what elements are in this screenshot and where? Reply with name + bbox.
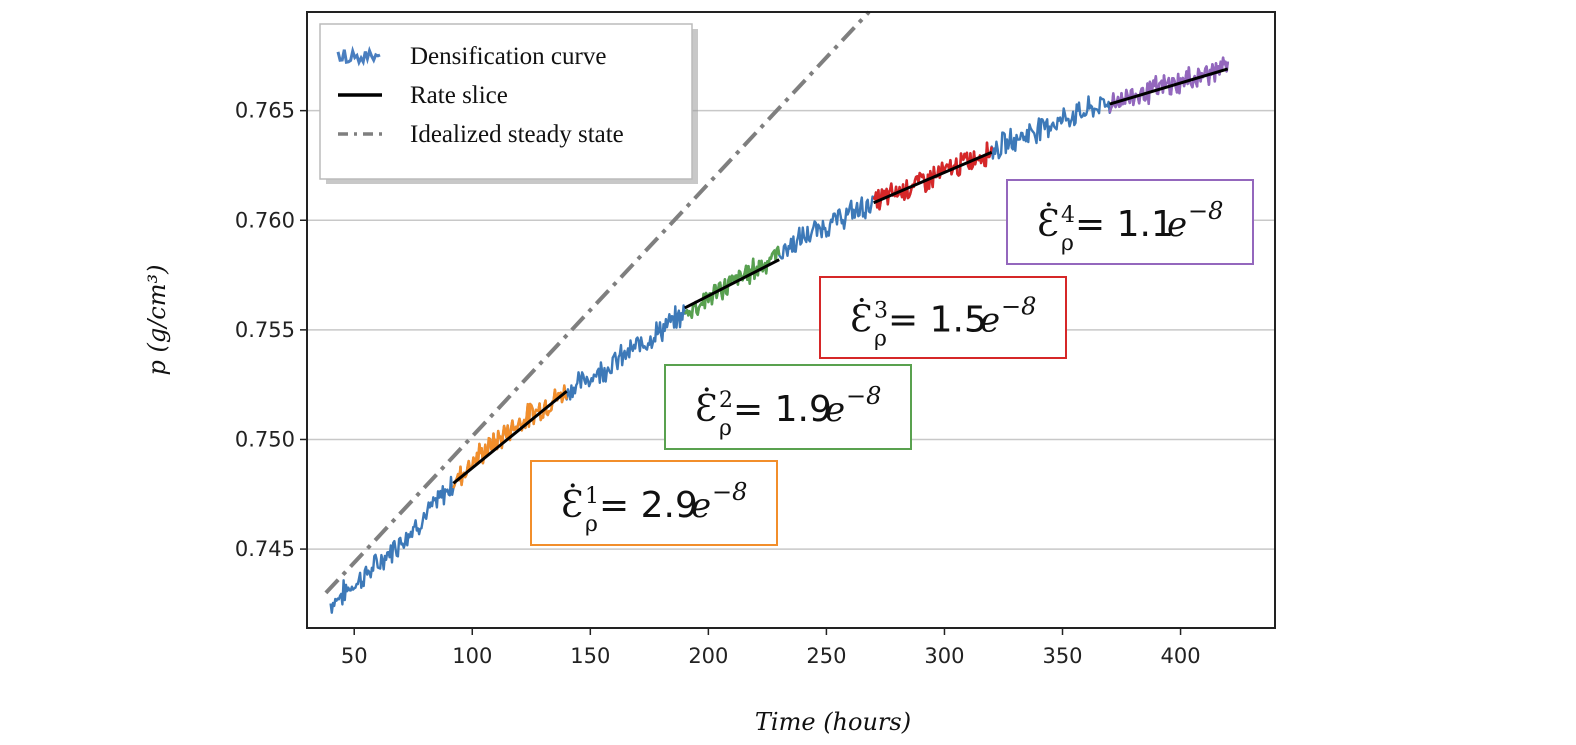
y-tick-label: 0.750 xyxy=(235,427,295,451)
rate-subscript: ρ xyxy=(874,327,887,352)
x-tick-label: 300 xyxy=(924,644,964,668)
rate-base: e xyxy=(825,390,845,430)
rate-slice-3-line xyxy=(873,150,993,205)
x-tick-label: 100 xyxy=(452,644,492,668)
rate-slice-4-line xyxy=(1109,67,1229,106)
rate-slice-1-line xyxy=(452,390,568,485)
y-tick-label: 0.760 xyxy=(235,208,295,232)
annotation-layer: Ɛ̇ ρ1 = 2.9e −8Ɛ̇ ρ2 = 1.9e −8Ɛ̇ ρ3 = 1.5e −8Ɛ̇ ρ4… xyxy=(530,179,1254,546)
rate-base: e xyxy=(691,486,711,526)
x-tick-label: 400 xyxy=(1161,644,1201,668)
ticks-layer: 0.745 0.750 0.755 0.760 0.765 50 100 150 200 250 3… xyxy=(235,99,1201,668)
rate-annotation-box xyxy=(1006,179,1254,265)
rate-exponent: −8 xyxy=(712,478,747,506)
rate-exponent: −8 xyxy=(1188,197,1223,225)
rate-base: e xyxy=(1167,205,1187,245)
legend-label: Rate slice xyxy=(410,82,508,109)
rate-annotation-3: Ɛ̇ ρ 3 = 1.5e −8 xyxy=(819,276,1067,359)
rate-annotation-4: Ɛ̇ ρ 4 = 1.1e −8 xyxy=(1006,179,1254,265)
legend-box xyxy=(319,23,693,180)
rate-annotation-1: Ɛ̇ ρ 1 = 2.9e −8 xyxy=(530,460,778,546)
rate-slice-layer xyxy=(452,56,1230,489)
legend-label: Idealized steady state xyxy=(410,121,624,148)
rate-superscript: 3 xyxy=(874,299,888,324)
strain-rate-symbol: Ɛ̇ xyxy=(850,299,872,341)
plot-frame xyxy=(306,11,1276,629)
x-tick-label: 50 xyxy=(341,644,368,668)
x-axis-title: Time (hours) xyxy=(755,708,911,736)
rate-value: = 1.5 xyxy=(888,300,987,341)
y-tick-label: 0.765 xyxy=(235,99,295,123)
strain-rate-symbol: Ɛ̇ xyxy=(1037,203,1059,245)
rate-slice-2-line xyxy=(684,258,780,310)
rate-exponent: −8 xyxy=(846,382,881,410)
steady-state-layer xyxy=(324,10,871,595)
rate-slice-4-segment xyxy=(1108,56,1230,114)
legend-label: Densification curve xyxy=(410,43,606,70)
rate-subscript: ρ xyxy=(719,416,732,441)
rate-superscript: 2 xyxy=(719,388,733,413)
x-tick-label: 350 xyxy=(1042,644,1082,668)
rate-annotation-box xyxy=(664,364,912,450)
rate-superscript: 4 xyxy=(1061,203,1075,228)
rate-exponent: −8 xyxy=(1001,293,1036,321)
rate-value: = 1.9 xyxy=(733,389,832,430)
y-tick-label: 0.745 xyxy=(235,537,295,561)
rate-superscript: 1 xyxy=(585,484,599,509)
rate-value: = 1.1 xyxy=(1075,204,1174,245)
legend-swatch-densification xyxy=(336,45,381,67)
strain-rate-symbol: Ɛ̇ xyxy=(561,484,583,526)
legend: Densification curve Rate slice Idealized s… xyxy=(319,23,698,184)
steady-state-line xyxy=(324,10,871,595)
rate-subscript: ρ xyxy=(1061,231,1074,256)
y-tick-label: 0.755 xyxy=(235,318,295,342)
x-tick-label: 200 xyxy=(688,644,728,668)
rate-base: e xyxy=(980,301,1000,341)
rate-annotation-2: Ɛ̇ ρ 2 = 1.9e −8 xyxy=(664,364,912,450)
strain-rate-symbol: Ɛ̇ xyxy=(695,388,717,430)
rate-annotation-box xyxy=(530,460,778,546)
x-tick-label: 150 xyxy=(570,644,610,668)
rate-annotation-box xyxy=(819,276,1067,359)
rate-subscript: ρ xyxy=(585,512,598,537)
y-axis-title: p (g/cm³) xyxy=(143,265,171,376)
rate-value: = 2.9 xyxy=(599,485,698,526)
x-tick-label: 250 xyxy=(806,644,846,668)
